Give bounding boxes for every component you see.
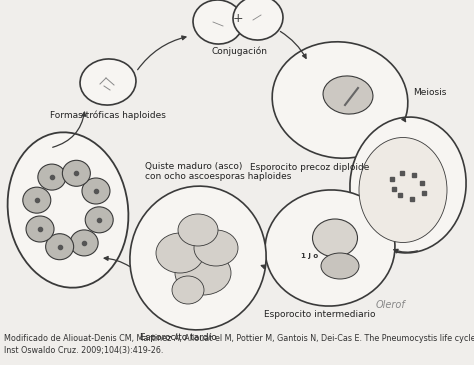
- Text: 1 J o: 1 J o: [301, 253, 319, 259]
- Ellipse shape: [38, 164, 66, 190]
- Text: Esporocito intermediario: Esporocito intermediario: [264, 310, 376, 319]
- Ellipse shape: [156, 233, 204, 273]
- Text: Esporocito tardío: Esporocito tardío: [140, 333, 216, 342]
- Ellipse shape: [233, 0, 283, 40]
- Ellipse shape: [194, 230, 238, 266]
- Text: Meiosis: Meiosis: [413, 88, 447, 97]
- Ellipse shape: [323, 76, 373, 114]
- Ellipse shape: [312, 219, 357, 257]
- Ellipse shape: [82, 178, 110, 204]
- Ellipse shape: [193, 0, 243, 44]
- Text: Modificado de Aliouat-Denis CM, Martinez A, Aliouat el M, Pottier M, Gantois N, : Modificado de Aliouat-Denis CM, Martinez…: [4, 334, 474, 355]
- Ellipse shape: [178, 214, 218, 246]
- Ellipse shape: [85, 207, 113, 233]
- Ellipse shape: [23, 187, 51, 213]
- Text: Olerof: Olerof: [375, 300, 405, 310]
- Ellipse shape: [63, 160, 91, 186]
- Ellipse shape: [130, 186, 266, 330]
- Text: +: +: [233, 12, 243, 24]
- Ellipse shape: [26, 216, 54, 242]
- Text: Esporocito precoz diploide: Esporocito precoz diploide: [250, 163, 370, 172]
- Text: Quiste maduro (asco)
con ocho ascoesporas haploides: Quiste maduro (asco) con ocho ascoespora…: [145, 162, 292, 181]
- Ellipse shape: [8, 132, 128, 288]
- Text: Formas tróficas haploides: Formas tróficas haploides: [50, 110, 166, 119]
- Ellipse shape: [272, 42, 408, 158]
- Ellipse shape: [80, 59, 136, 105]
- Ellipse shape: [265, 190, 395, 306]
- Text: Conjugación: Conjugación: [212, 47, 268, 57]
- Ellipse shape: [70, 230, 98, 256]
- Ellipse shape: [175, 251, 231, 295]
- Ellipse shape: [172, 276, 204, 304]
- Ellipse shape: [46, 234, 73, 260]
- Ellipse shape: [321, 253, 359, 279]
- Ellipse shape: [350, 117, 466, 253]
- Ellipse shape: [359, 138, 447, 242]
